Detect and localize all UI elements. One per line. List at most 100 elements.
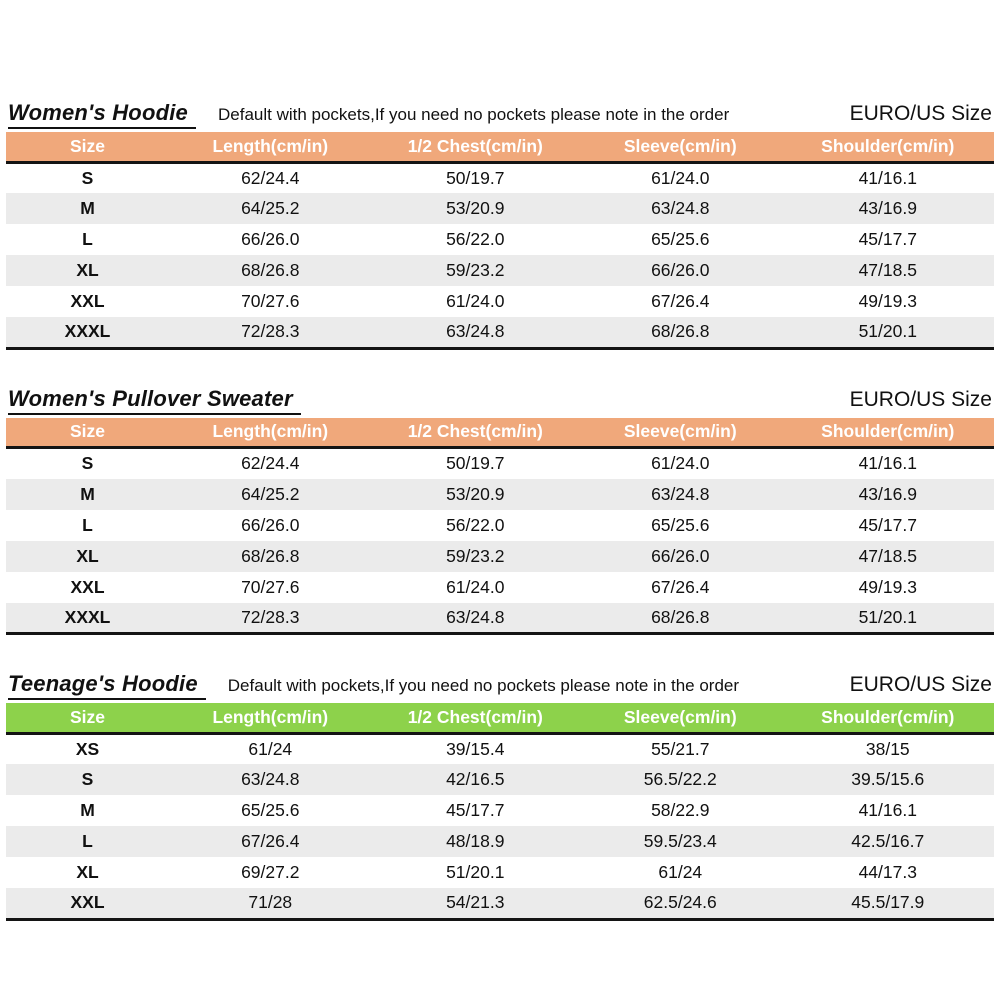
womens-hoodie-size-table: Size Length(cm/in) 1/2 Chest(cm/in) Slee… [6,132,994,350]
measurement-cell: 43/16.9 [858,198,917,218]
womens-pullover-sweater-size-table: Size Length(cm/in) 1/2 Chest(cm/in) Slee… [6,417,994,635]
size-cell: XXL [70,892,105,913]
measurement-cell: 66/26.0 [651,260,710,280]
measurement-cell: 53/20.9 [446,198,505,218]
measurement-cell: 59/23.2 [446,260,505,280]
measurement-cell: 51/20.1 [446,862,505,882]
size-cell: XL [76,260,99,280]
euro-us-size-label: EURO/US Size [849,673,992,696]
section-title: Women's Pullover Sweater [8,386,301,415]
size-cell: L [82,229,93,249]
size-chart-page: Women's Hoodie Default with pockets,If y… [6,100,994,921]
table-row: S 62/24.4 50/19.7 61/24.0 41/16.1 [6,448,994,479]
section-womens-hoodie: Women's Hoodie Default with pockets,If y… [6,100,994,350]
col-header-size: Size [69,421,106,442]
table-row: XL 68/26.8 59/23.2 66/26.0 47/18.5 [6,255,994,286]
table-row: L 67/26.4 48/18.9 59.5/23.4 42.5/16.7 [6,826,994,857]
col-header-length: Length(cm/in) [212,135,329,156]
col-header-length: Length(cm/in) [212,421,329,442]
measurement-cell: 41/16.1 [858,167,917,188]
size-cell: XXL [70,576,105,597]
euro-us-size-label: EURO/US Size [849,102,992,125]
col-header-chest: 1/2 Chest(cm/in) [407,706,543,727]
measurement-cell: 63/24.8 [651,483,710,504]
col-header-size: Size [69,135,106,156]
size-cell: M [80,800,95,820]
table-row: XXL 70/27.6 61/24.0 67/26.4 49/19.3 [6,286,994,317]
measurement-cell: 63/24.8 [241,769,300,789]
measurement-cell: 47/18.5 [858,260,917,280]
measurement-cell: 38/15 [865,738,910,759]
measurement-cell: 45/17.7 [858,229,917,249]
euro-us-size-label: EURO/US Size [849,387,992,411]
measurement-cell: 66/26.0 [241,514,300,535]
table-row: XXL 70/27.6 61/24.0 67/26.4 49/19.3 [6,572,994,603]
table-row: XS 61/24 39/15.4 55/21.7 38/15 [6,733,994,764]
measurement-cell: 50/19.7 [446,167,505,188]
measurement-cell: 54/21.3 [446,892,505,913]
size-cell: XS [75,738,100,759]
col-header-size: Size [69,706,106,727]
table-row: XXXL 72/28.3 63/24.8 68/26.8 51/20.1 [6,602,994,634]
measurement-cell: 65/25.6 [651,514,710,535]
measurement-cell: 70/27.6 [241,291,300,311]
section-title: Teenage's Hoodie [8,671,206,700]
section-title: Women's Hoodie [8,100,196,129]
measurement-cell: 71/28 [248,892,293,913]
col-header-shoulder: Shoulder(cm/in) [821,421,955,442]
size-cell: M [80,483,95,504]
measurement-cell: 42/16.5 [446,769,505,789]
pockets-note: Default with pockets,If you need no pock… [227,676,740,695]
measurement-cell: 65/25.6 [241,800,300,820]
section-header: Women's Pullover Sweater EURO/US Size [6,386,994,415]
table-row: XXXL 72/28.3 63/24.8 68/26.8 51/20.1 [6,317,994,348]
measurement-cell: 68/26.8 [241,545,300,566]
measurement-cell: 67/26.4 [651,576,710,597]
size-cell: XXL [70,291,105,311]
table-row: XL 69/27.2 51/20.1 61/24 44/17.3 [6,857,994,888]
size-cell: M [80,198,95,218]
measurement-cell: 39.5/15.6 [851,769,925,789]
table-row: M 65/25.6 45/17.7 58/22.9 41/16.1 [6,795,994,826]
col-header-sleeve: Sleeve(cm/in) [623,421,737,442]
col-header-sleeve: Sleeve(cm/in) [623,706,737,727]
measurement-cell: 48/18.9 [446,831,505,851]
size-cell: L [82,831,93,851]
measurement-cell: 69/27.2 [241,862,300,882]
measurement-cell: 66/26.0 [651,545,710,566]
section-teenages-hoodie: Teenage's Hoodie Default with pockets,If… [6,671,994,921]
measurement-cell: 49/19.3 [858,291,917,311]
measurement-cell: 61/24 [248,738,293,759]
table-row: XL 68/26.8 59/23.2 66/26.0 47/18.5 [6,540,994,572]
measurement-cell: 63/24.8 [651,198,710,218]
measurement-cell: 53/20.9 [446,483,505,504]
measurement-cell: 68/26.8 [651,606,710,627]
table-row: M 64/25.2 53/20.9 63/24.8 43/16.9 [6,478,994,510]
table-row: S 63/24.8 42/16.5 56.5/22.2 39.5/15.6 [6,764,994,795]
measurement-cell: 51/20.1 [858,321,917,342]
col-header-chest: 1/2 Chest(cm/in) [407,421,543,442]
measurement-cell: 64/25.2 [241,483,300,504]
teenages-hoodie-size-table: Size Length(cm/in) 1/2 Chest(cm/in) Slee… [6,703,994,921]
measurement-cell: 45/17.7 [858,514,917,535]
measurement-cell: 66/26.0 [241,229,300,249]
measurement-cell: 70/27.6 [241,576,300,597]
table-row: S 62/24.4 50/19.7 61/24.0 41/16.1 [6,162,994,193]
measurement-cell: 59.5/23.4 [643,831,717,851]
measurement-cell: 64/25.2 [241,198,300,218]
measurement-cell: 61/24.0 [651,453,710,474]
column-header-row: Size Length(cm/in) 1/2 Chest(cm/in) Slee… [6,703,994,733]
measurement-cell: 41/16.1 [858,800,917,820]
measurement-cell: 56/22.0 [446,229,505,249]
measurement-cell: 61/24.0 [651,167,710,188]
table-row: XXL 71/28 54/21.3 62.5/24.6 45.5/17.9 [6,888,994,919]
column-header-row: Size Length(cm/in) 1/2 Chest(cm/in) Slee… [6,132,994,162]
measurement-cell: 62/24.4 [241,167,300,188]
measurement-cell: 67/26.4 [651,291,710,311]
measurement-cell: 58/22.9 [651,800,710,820]
measurement-cell: 56.5/22.2 [643,769,717,789]
size-cell: XXXL [64,321,111,342]
measurement-cell: 45/17.7 [446,800,505,820]
col-header-chest: 1/2 Chest(cm/in) [407,135,543,156]
section-womens-pullover-sweater: Women's Pullover Sweater EURO/US Size Si… [6,386,994,635]
